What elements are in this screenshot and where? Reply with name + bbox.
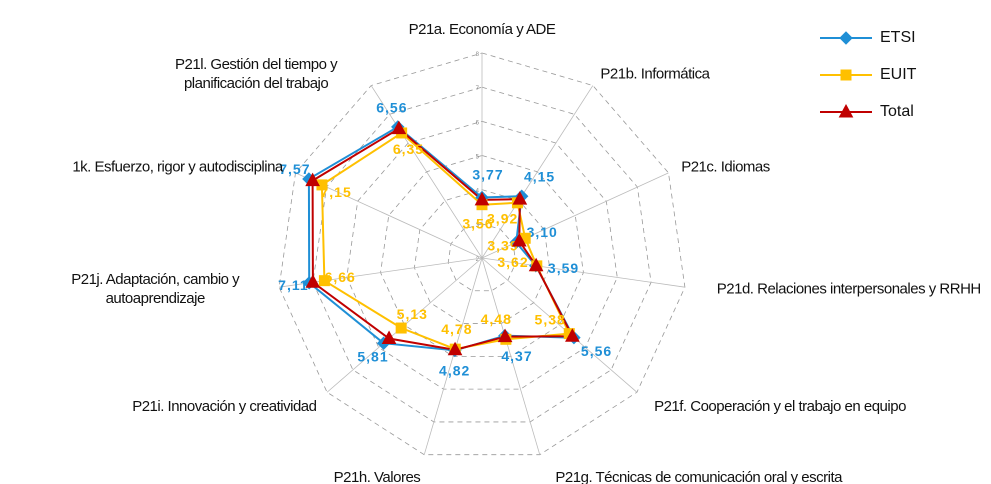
legend-label: EUIT (880, 66, 917, 83)
r-tick-label: 7 (476, 86, 480, 92)
marker (318, 275, 330, 287)
spoke (481, 257, 541, 455)
value-label: 7,11 (278, 277, 308, 293)
grid-ring (380, 155, 584, 357)
value-label: 7,57 (279, 161, 310, 177)
grid-ring (346, 120, 618, 390)
value-label: 4,48 (481, 311, 512, 327)
marker (381, 330, 397, 345)
marker (840, 69, 852, 81)
axis-label: P21d. Relaciones interpersonales y RRHH (716, 280, 981, 298)
axis-label: P21j. Adaptación, cambio y autoaprendiza… (71, 271, 240, 308)
axis-label: P21f. Cooperación y el trabajo en equipo (654, 398, 906, 416)
marker (511, 232, 527, 247)
r-tick-label: 4 (476, 189, 480, 195)
r-tick-label: 6 (476, 120, 480, 126)
marker (395, 322, 407, 334)
grid-ring (278, 52, 686, 456)
axis-label: P21l. Gestión del tiempo y planificación… (175, 55, 338, 92)
value-label: 6,56 (376, 99, 407, 115)
axis-label: P21g. Técnicas de comunicación oral y es… (555, 469, 842, 484)
grid-ring (413, 189, 551, 324)
spoke (423, 257, 483, 455)
spoke (481, 85, 594, 259)
spoke (370, 85, 483, 259)
marker (447, 341, 463, 356)
r-tick-label: 2 (476, 257, 480, 263)
value-label: 6,35 (393, 141, 424, 157)
value-label: 7,15 (321, 184, 352, 200)
value-label: 3,10 (527, 224, 558, 240)
axis-label: P21c. Idiomas (681, 158, 770, 176)
series-line (320, 131, 571, 351)
value-label: 3,59 (548, 260, 579, 276)
marker (391, 120, 407, 135)
value-label: 3,77 (472, 167, 503, 183)
value-label: 4,15 (524, 169, 555, 185)
marker (305, 172, 320, 187)
marker (838, 103, 854, 118)
value-label: 3,92 (487, 211, 518, 227)
value-label: 5,81 (357, 349, 388, 365)
marker (474, 191, 490, 206)
value-label: 4,78 (441, 321, 472, 337)
marker (512, 191, 528, 205)
value-label: 4,37 (501, 348, 532, 364)
legend-label: ETSI (880, 29, 916, 46)
value-label: 4,82 (439, 363, 470, 379)
axis-label: 1k. Esfuerzo, rigor y autodisciplina (72, 158, 283, 176)
value-label: 3,56 (462, 216, 493, 232)
r-tick-label: 8 (476, 52, 480, 58)
value-label: 5,56 (581, 343, 612, 359)
spoke (481, 257, 685, 288)
value-label: 3,62 (497, 254, 528, 270)
marker (565, 328, 580, 342)
value-label: 5,13 (397, 306, 428, 322)
r-tick-label: 5 (476, 155, 480, 161)
marker (839, 31, 853, 45)
axis-label: P21i. Innovación y creatividad (132, 398, 317, 416)
axis-label: P21h. Valores (333, 469, 421, 484)
legend-label: Total (880, 103, 914, 120)
value-label: 6,66 (325, 269, 356, 285)
axis-label: P21b. Informática (600, 65, 710, 83)
marker (528, 257, 544, 272)
axis-label: P21a. Economía y ADE (408, 21, 556, 38)
r-tick-label: 3 (476, 223, 480, 229)
value-label: 3,39 (487, 238, 518, 254)
spoke (481, 257, 638, 393)
value-label: 5,38 (535, 312, 566, 328)
marker (305, 274, 321, 288)
marker (497, 328, 513, 343)
